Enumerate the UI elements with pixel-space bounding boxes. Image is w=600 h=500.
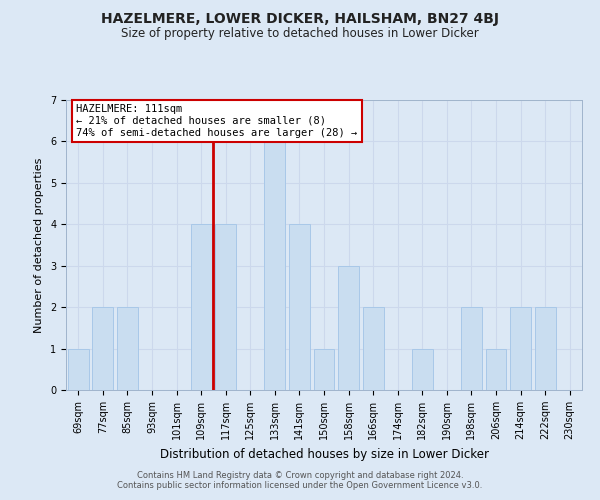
Bar	[92, 307, 113, 390]
Bar	[191, 224, 212, 390]
Bar	[338, 266, 359, 390]
Text: HAZELMERE: 111sqm
← 21% of detached houses are smaller (8)
74% of semi-detached : HAZELMERE: 111sqm ← 21% of detached hous…	[76, 104, 358, 138]
Bar	[289, 224, 310, 390]
Bar	[117, 307, 138, 390]
Bar	[215, 224, 236, 390]
Bar	[314, 348, 334, 390]
Bar	[412, 348, 433, 390]
X-axis label: Distribution of detached houses by size in Lower Dicker: Distribution of detached houses by size …	[160, 448, 488, 460]
Text: HAZELMERE, LOWER DICKER, HAILSHAM, BN27 4BJ: HAZELMERE, LOWER DICKER, HAILSHAM, BN27 …	[101, 12, 499, 26]
Bar	[535, 307, 556, 390]
Y-axis label: Number of detached properties: Number of detached properties	[34, 158, 44, 332]
Text: Contains HM Land Registry data © Crown copyright and database right 2024.
Contai: Contains HM Land Registry data © Crown c…	[118, 470, 482, 490]
Text: Size of property relative to detached houses in Lower Dicker: Size of property relative to detached ho…	[121, 28, 479, 40]
Bar	[485, 348, 506, 390]
Bar	[461, 307, 482, 390]
Bar	[362, 307, 383, 390]
Bar	[68, 348, 89, 390]
Bar	[510, 307, 531, 390]
Bar	[265, 142, 286, 390]
